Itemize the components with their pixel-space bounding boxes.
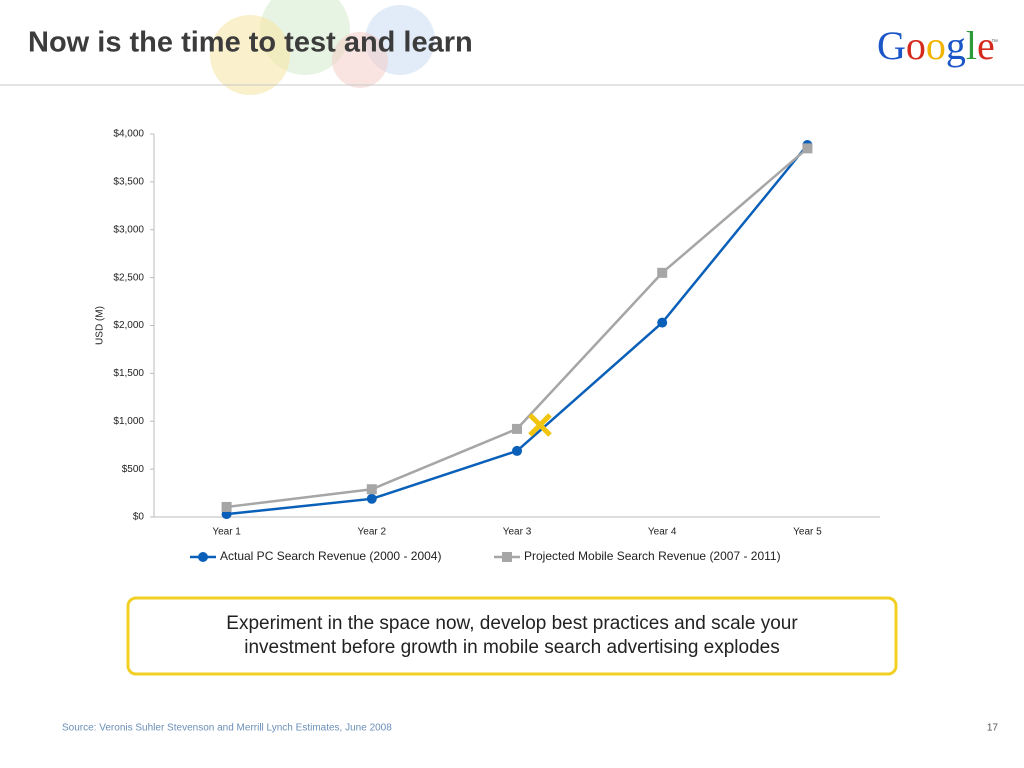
x-tick-label: Year 1 bbox=[212, 527, 241, 538]
y-axis-label: USD (M) bbox=[95, 306, 106, 345]
chart: $0 $500 $1,000 $1,500 $2,000 $2,500 $3,000 $3,5… bbox=[95, 129, 880, 563]
line-marker bbox=[657, 317, 668, 328]
crossover-marker bbox=[528, 413, 552, 437]
line-marker bbox=[221, 501, 232, 512]
balloon bbox=[210, 15, 290, 95]
page-number: 17 bbox=[987, 723, 999, 734]
callout-text: Experiment in the space now, develop bes… bbox=[226, 613, 798, 634]
x-tick-label: Year 2 bbox=[358, 527, 387, 538]
callout-text: investment before growth in mobile searc… bbox=[244, 637, 779, 658]
y-tick-label: $1,000 bbox=[113, 416, 144, 427]
legend-label: Projected Mobile Search Revenue (2007 - … bbox=[524, 549, 781, 563]
x-tick-label: Year 4 bbox=[648, 527, 677, 538]
line-marker bbox=[512, 423, 522, 434]
y-tick-label: $1,500 bbox=[113, 368, 144, 379]
x-tick-label: Year 5 bbox=[793, 527, 822, 538]
x-tick-label: Year 3 bbox=[503, 527, 532, 538]
balloon bbox=[332, 32, 388, 88]
logo-mark: ™ bbox=[991, 39, 998, 46]
y-tick-label: $2,000 bbox=[113, 320, 144, 331]
y-tick-label: $3,500 bbox=[113, 177, 144, 188]
line-marker bbox=[366, 493, 377, 504]
y-tick-label: $2,500 bbox=[113, 272, 144, 283]
line-marker bbox=[502, 552, 512, 562]
y-tick-label: $500 bbox=[122, 464, 145, 475]
line-marker bbox=[657, 267, 668, 278]
slide-title: Now is the time to test and learn bbox=[28, 27, 473, 59]
y-tick-label: $0 bbox=[133, 512, 145, 523]
y-tick-label: $4,000 bbox=[113, 129, 144, 140]
logo: Google bbox=[877, 23, 995, 68]
legend-label: Actual PC Search Revenue (2000 - 2004) bbox=[220, 549, 441, 563]
source-note: Source: Veronis Suhler Stevenson and Mer… bbox=[62, 723, 392, 734]
y-tick-label: $3,000 bbox=[113, 224, 144, 235]
line-marker bbox=[366, 484, 377, 495]
line-marker bbox=[802, 143, 813, 154]
line-marker bbox=[198, 552, 208, 562]
series-line bbox=[226, 144, 809, 516]
line-marker bbox=[512, 445, 522, 456]
callout-box bbox=[126, 596, 898, 676]
